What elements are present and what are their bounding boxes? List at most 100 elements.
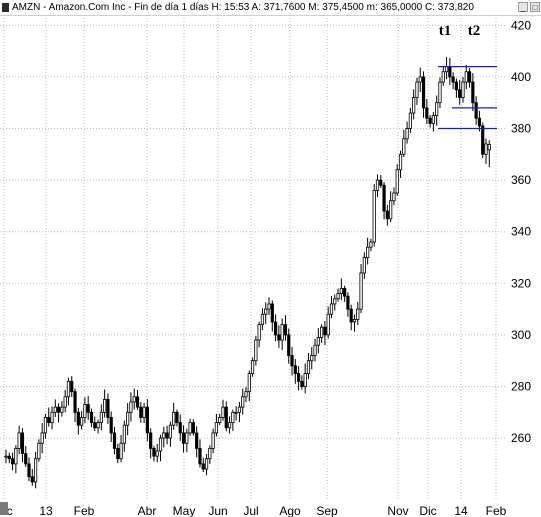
annotation-label: t1	[439, 23, 452, 39]
candle-body	[227, 422, 232, 429]
candle-body	[250, 360, 255, 374]
candle-body	[425, 107, 429, 119]
x-tick-label: Dic	[419, 504, 436, 517]
candle-body	[487, 144, 491, 151]
y-tick-label: 420	[511, 18, 531, 32]
candle-body	[14, 448, 18, 465]
candle-body	[283, 324, 288, 336]
candle-body	[155, 450, 159, 457]
candle-body	[349, 308, 353, 323]
candle-body	[158, 437, 163, 452]
candle-body	[60, 406, 64, 413]
title-bar[interactable]: AMZN - Amazon.Com Inc - Fin de día 1 día…	[0, 0, 541, 16]
candle-body	[336, 293, 340, 300]
horizontal-scrollbar-thumb[interactable]	[0, 502, 8, 515]
candle-body	[375, 179, 380, 191]
candle-body	[27, 463, 31, 478]
candle-body	[53, 406, 57, 413]
candle-body	[172, 411, 176, 426]
candle-body	[106, 398, 110, 418]
candle-body	[270, 303, 274, 323]
candle-body	[408, 112, 412, 129]
candle-body	[241, 396, 245, 408]
candle-body	[96, 422, 100, 429]
candle-body	[73, 391, 77, 413]
annotation-label: t2	[468, 23, 481, 39]
x-tick-label: Jun	[208, 504, 227, 517]
candle-body	[379, 179, 383, 186]
candle-body	[481, 125, 485, 155]
y-tick-label: 280	[511, 379, 531, 393]
candle-body	[297, 373, 301, 382]
candle-body	[293, 365, 297, 374]
candle-body	[418, 76, 422, 83]
candle-body	[20, 432, 25, 454]
candle-body	[231, 411, 235, 424]
candle-body	[428, 117, 432, 124]
candle-body	[329, 303, 334, 315]
candle-body	[444, 66, 449, 73]
candles	[4, 56, 491, 489]
candle-body	[17, 432, 21, 449]
candle-body	[362, 257, 366, 274]
y-tick-label: 320	[511, 276, 531, 290]
candle-body	[382, 184, 386, 212]
candle-body	[211, 432, 215, 449]
y-tick-label: 380	[511, 122, 531, 136]
horizontal-lines	[438, 65, 497, 130]
candle-body	[204, 458, 209, 470]
y-tick-label: 340	[511, 225, 531, 239]
candle-body	[369, 241, 373, 248]
x-axis: Dic13FebAbrMayJunJulAgoSepNovDic14Feb	[0, 504, 507, 517]
candle-body	[132, 396, 136, 403]
candle-body	[385, 210, 389, 220]
x-tick-label: Abr	[138, 504, 157, 517]
candle-body	[244, 391, 248, 398]
chart-icon	[2, 3, 9, 12]
candle-body	[431, 115, 435, 124]
candle-body	[461, 81, 465, 98]
candle-body	[178, 422, 182, 434]
candle-body	[273, 321, 278, 336]
candle-body	[402, 138, 406, 155]
candle-body	[191, 422, 195, 434]
candle-body	[451, 76, 455, 83]
candle-body	[421, 76, 426, 109]
maximize-button[interactable]: □	[530, 2, 540, 12]
candle-body	[168, 424, 172, 439]
candle-body	[83, 404, 87, 418]
candle-body	[149, 432, 153, 449]
candle-body	[343, 288, 347, 297]
candle-body	[37, 442, 41, 460]
candle-body	[221, 406, 225, 418]
candle-body	[195, 432, 199, 449]
candle-body	[389, 200, 393, 220]
minimize-button[interactable]: _	[518, 2, 528, 12]
candle-body	[464, 71, 468, 83]
candle-body	[50, 411, 54, 424]
candle-body	[316, 337, 320, 346]
price-chart[interactable]: t1 t2 260 280 300 320 340 360 380 400 420 Dic 13 Fe…	[0, 15, 541, 517]
candle-body	[458, 89, 462, 98]
candle-body	[198, 448, 202, 465]
window-title: AMZN - Amazon.Com Inc - Fin de día 1 día…	[12, 2, 474, 13]
candle-body	[10, 458, 15, 465]
candle-body	[24, 453, 28, 465]
candle-body	[218, 417, 222, 424]
x-tick-label: May	[173, 504, 196, 517]
candle-body	[224, 406, 228, 429]
x-tick-label: Feb	[486, 504, 507, 517]
candle-body	[392, 192, 396, 202]
y-tick-label: 400	[511, 70, 531, 84]
candle-body	[63, 396, 67, 408]
x-tick-label: 14	[454, 504, 468, 517]
candle-body	[260, 313, 265, 325]
candle-body	[310, 355, 314, 362]
candle-body	[267, 303, 271, 310]
candle-body	[290, 355, 294, 367]
candle-body	[86, 404, 90, 413]
candle-body	[477, 117, 482, 127]
candle-body	[162, 432, 166, 439]
candle-body	[43, 417, 48, 434]
